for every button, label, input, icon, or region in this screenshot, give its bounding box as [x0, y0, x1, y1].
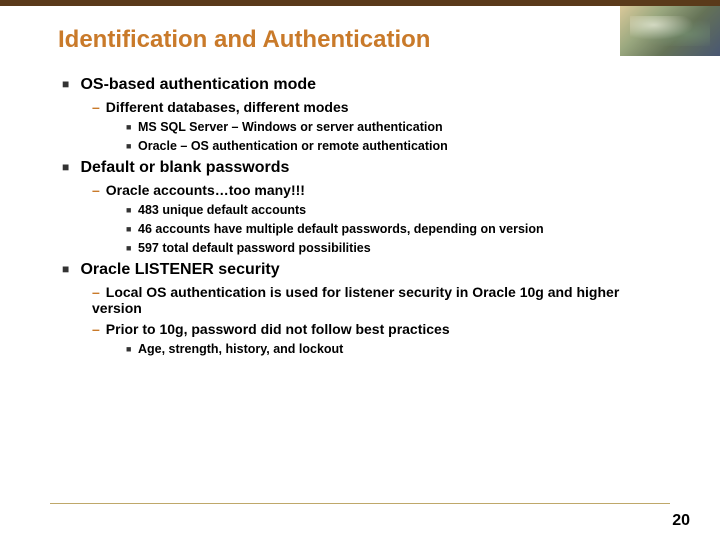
bullet-l3: ■46 accounts have multiple default passw…	[126, 222, 670, 236]
corner-decorative-image	[620, 6, 720, 56]
l1-text: OS-based authentication mode	[80, 76, 316, 93]
bullet-l2: –Prior to 10g, password did not follow b…	[92, 321, 670, 337]
l3-text: 483 unique default accounts	[138, 203, 306, 217]
dash-bullet-icon: –	[92, 321, 100, 337]
bullet-l1: ■ Oracle LISTENER security	[62, 261, 670, 279]
l3-text: MS SQL Server – Windows or server authen…	[138, 120, 443, 134]
square-bullet-icon: ■	[126, 141, 138, 151]
dash-bullet-icon: –	[92, 99, 100, 115]
l2-text: Different databases, different modes	[106, 99, 349, 115]
square-bullet-icon: ■	[62, 77, 76, 91]
bullet-l1: ■ OS-based authentication mode	[62, 76, 670, 94]
bullet-l2: –Oracle accounts…too many!!!	[92, 182, 670, 198]
bullet-l3: ■MS SQL Server – Windows or server authe…	[126, 120, 670, 134]
footer-divider	[50, 503, 670, 504]
square-bullet-icon: ■	[62, 262, 76, 276]
l3-text: 46 accounts have multiple default passwo…	[138, 222, 544, 236]
dash-bullet-icon: –	[92, 284, 100, 300]
l2-text: Oracle accounts…too many!!!	[106, 182, 305, 198]
bullet-l3: ■Oracle – OS authentication or remote au…	[126, 139, 670, 153]
square-bullet-icon: ■	[62, 160, 76, 174]
square-bullet-icon: ■	[126, 224, 138, 234]
l1-text: Oracle LISTENER security	[80, 261, 279, 278]
l1-text: Default or blank passwords	[80, 159, 289, 176]
page-number: 20	[672, 512, 690, 530]
slide-content: Identification and Authentication ■ OS-b…	[0, 6, 720, 356]
l3-text: 597 total default password possibilities	[138, 241, 371, 255]
l2-text: Prior to 10g, password did not follow be…	[106, 321, 450, 337]
l3-text: Age, strength, history, and lockout	[138, 342, 343, 356]
dash-bullet-icon: –	[92, 182, 100, 198]
bullet-l1: ■ Default or blank passwords	[62, 159, 670, 177]
bullet-l3: ■597 total default password possibilitie…	[126, 241, 670, 255]
bullet-l3: ■483 unique default accounts	[126, 203, 670, 217]
square-bullet-icon: ■	[126, 122, 138, 132]
slide-title: Identification and Authentication	[58, 26, 670, 54]
square-bullet-icon: ■	[126, 243, 138, 253]
bullet-l2: –Different databases, different modes	[92, 99, 670, 115]
square-bullet-icon: ■	[126, 344, 138, 354]
bullet-l3: ■Age, strength, history, and lockout	[126, 342, 670, 356]
l2-text: Local OS authentication is used for list…	[92, 284, 619, 316]
bullet-l2: –Local OS authentication is used for lis…	[92, 284, 670, 316]
l3-text: Oracle – OS authentication or remote aut…	[138, 139, 448, 153]
square-bullet-icon: ■	[126, 205, 138, 215]
